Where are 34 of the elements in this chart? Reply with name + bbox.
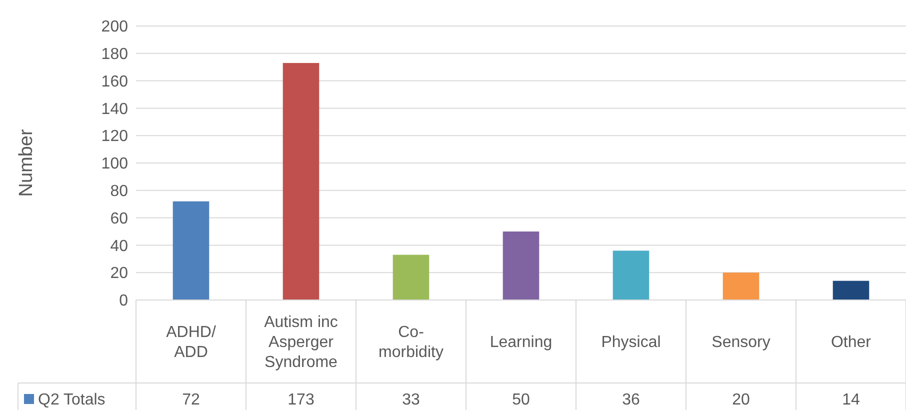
bar — [172, 201, 210, 300]
y-tick-label: 60 — [110, 210, 128, 228]
data-label: 50 — [512, 392, 530, 409]
y-tick-label: 100 — [101, 156, 128, 173]
y-tick-label: 20 — [110, 265, 128, 282]
x-tick-label: Learning — [490, 334, 552, 352]
x-tick-label: Sensory — [712, 334, 770, 352]
bar — [282, 62, 320, 300]
y-tick-label: 120 — [101, 128, 128, 146]
bar — [502, 232, 540, 300]
x-tick-label: Other — [830, 334, 872, 352]
y-axis-title: Number — [16, 128, 37, 197]
y-tick-label: 140 — [101, 100, 128, 118]
x-tick-label: ADHD/ADD — [166, 324, 216, 362]
bar — [832, 280, 870, 300]
x-tick-label: Autism inc Asperger Syndrome — [264, 314, 338, 372]
data-label: 33 — [402, 392, 420, 409]
y-tick-label: 160 — [101, 73, 128, 90]
data-label: 36 — [622, 392, 640, 409]
data-label: 14 — [842, 392, 860, 409]
y-tick-label: 180 — [101, 46, 128, 63]
y-tick-label: 0 — [119, 292, 128, 310]
bar — [392, 254, 430, 300]
data-label: 20 — [732, 392, 750, 409]
y-tick-label: 200 — [101, 18, 128, 36]
y-tick-label: 80 — [110, 183, 128, 200]
bar — [722, 272, 760, 300]
data-label: 173 — [288, 392, 314, 409]
x-tick-label: Co-morbidity — [378, 324, 444, 362]
y-tick-label: 40 — [110, 238, 128, 255]
bar — [612, 250, 650, 300]
x-tick-label: Physical — [601, 334, 661, 352]
legend-label: Q2 Totals — [38, 392, 106, 409]
data-label: 72 — [182, 392, 200, 409]
